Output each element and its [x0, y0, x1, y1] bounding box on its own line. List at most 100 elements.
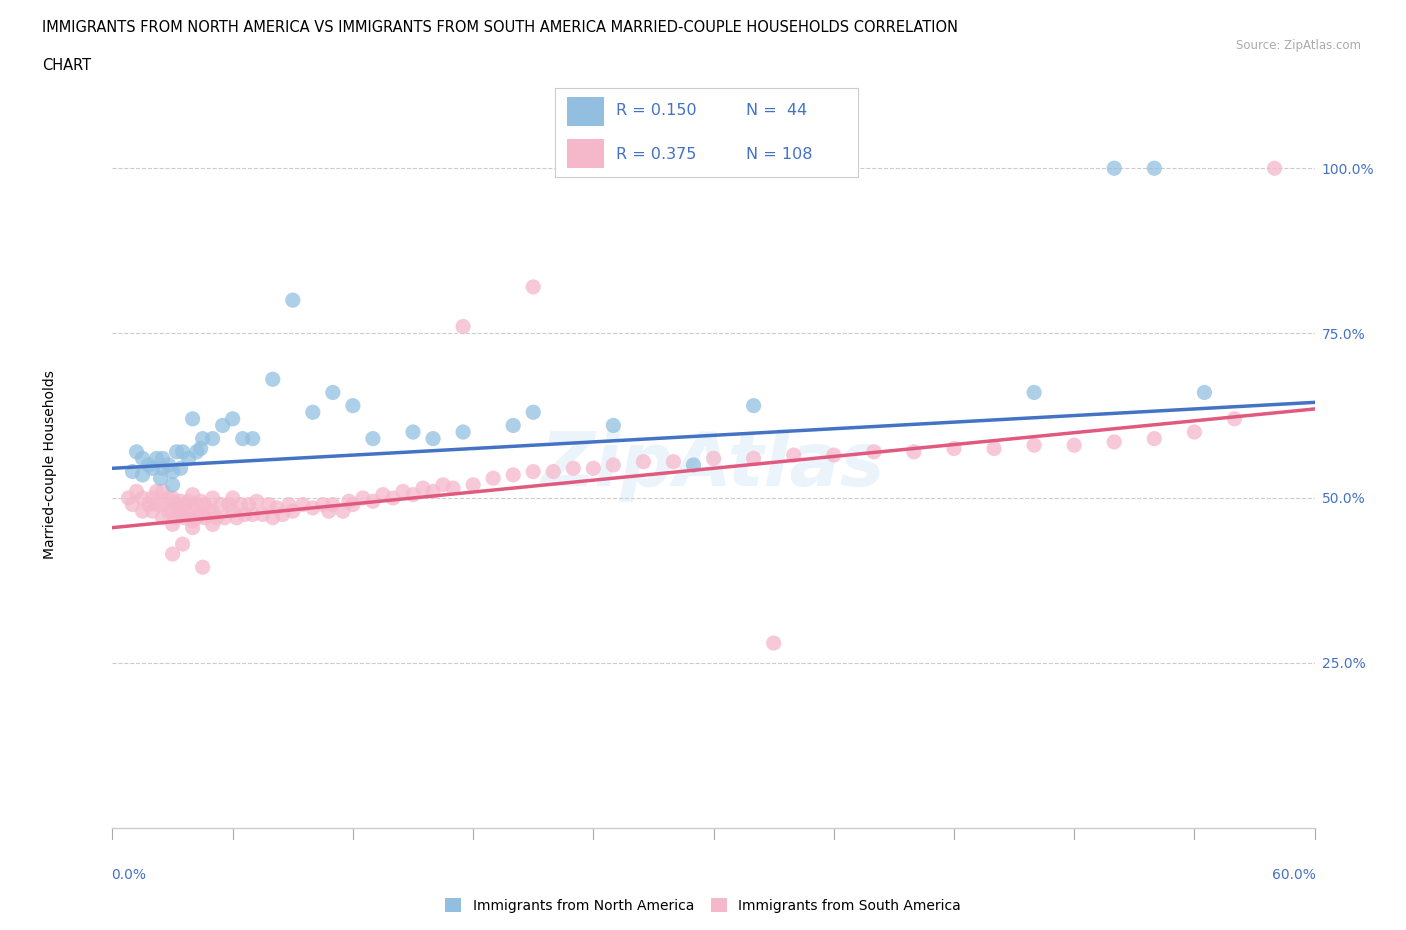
Point [522, 405, 544, 419]
Point [166, 498, 188, 512]
Point [211, 418, 233, 432]
Point [402, 487, 425, 502]
Point [1184, 425, 1206, 440]
Point [222, 411, 245, 426]
Point [242, 507, 264, 522]
Text: 60.0%: 60.0% [1272, 868, 1316, 882]
Point [262, 372, 284, 387]
Point [162, 490, 184, 505]
Point [152, 461, 174, 476]
Point [257, 498, 280, 512]
Point [131, 451, 153, 466]
Point [543, 464, 565, 479]
Point [742, 451, 765, 466]
Point [1024, 385, 1046, 400]
Point [402, 425, 425, 440]
Text: 0.0%: 0.0% [111, 868, 146, 882]
Point [441, 481, 464, 496]
Point [233, 507, 256, 522]
Point [451, 425, 474, 440]
Text: ZipAtlas: ZipAtlas [541, 429, 886, 501]
Point [169, 507, 191, 522]
Point [682, 458, 704, 472]
Point [1102, 161, 1125, 176]
Point [1223, 411, 1246, 426]
Bar [568, 98, 603, 126]
Point [222, 504, 245, 519]
Point [281, 293, 304, 308]
Point [131, 504, 153, 519]
Point [863, 445, 886, 459]
Point [191, 560, 214, 575]
Point [342, 498, 364, 512]
Point [238, 498, 260, 512]
Point [162, 477, 184, 492]
Text: N =  44: N = 44 [745, 103, 807, 118]
Point [141, 504, 163, 519]
Text: R = 0.375: R = 0.375 [616, 147, 696, 162]
Point [342, 398, 364, 413]
Point [318, 504, 340, 519]
Point [312, 498, 335, 512]
Point [823, 447, 845, 462]
Point [145, 498, 167, 512]
Point [169, 461, 191, 476]
Point [522, 280, 544, 295]
Point [222, 490, 245, 505]
Text: CHART: CHART [42, 58, 91, 73]
Point [169, 494, 191, 509]
Point [125, 484, 148, 498]
Point [157, 504, 180, 519]
Point [782, 447, 804, 462]
Point [173, 498, 195, 512]
Point [117, 490, 139, 505]
Point [332, 504, 354, 519]
Point [432, 477, 454, 492]
Point [582, 461, 605, 476]
Point [322, 498, 344, 512]
Point [186, 511, 208, 525]
Point [242, 432, 264, 446]
Point [291, 498, 314, 512]
Point [1102, 434, 1125, 449]
Point [742, 398, 765, 413]
Point [361, 432, 384, 446]
Point [302, 405, 325, 419]
Point [149, 471, 172, 485]
Point [177, 451, 200, 466]
Point [218, 498, 240, 512]
Point [191, 432, 214, 446]
Point [361, 494, 384, 509]
Point [125, 445, 148, 459]
Point [983, 441, 1005, 456]
Point [138, 458, 160, 472]
Bar [568, 139, 603, 167]
Point [181, 513, 204, 528]
Point [138, 498, 160, 512]
Point [141, 461, 163, 476]
Point [181, 411, 204, 426]
Point [194, 498, 217, 512]
Point [1194, 385, 1216, 400]
Point [371, 487, 394, 502]
Point [152, 484, 174, 498]
Point [181, 487, 204, 502]
Point [482, 471, 505, 485]
Point [522, 464, 544, 479]
Point [602, 418, 624, 432]
Point [172, 537, 194, 551]
Point [181, 520, 204, 535]
Point [229, 498, 252, 512]
Point [502, 468, 524, 483]
Text: R = 0.150: R = 0.150 [616, 103, 696, 118]
Point [201, 432, 224, 446]
Point [145, 451, 167, 466]
Point [502, 418, 524, 432]
Point [190, 494, 212, 509]
Point [201, 504, 224, 519]
Point [141, 490, 163, 505]
Point [173, 511, 195, 525]
Point [422, 484, 444, 498]
Point [121, 498, 143, 512]
Point [152, 451, 174, 466]
